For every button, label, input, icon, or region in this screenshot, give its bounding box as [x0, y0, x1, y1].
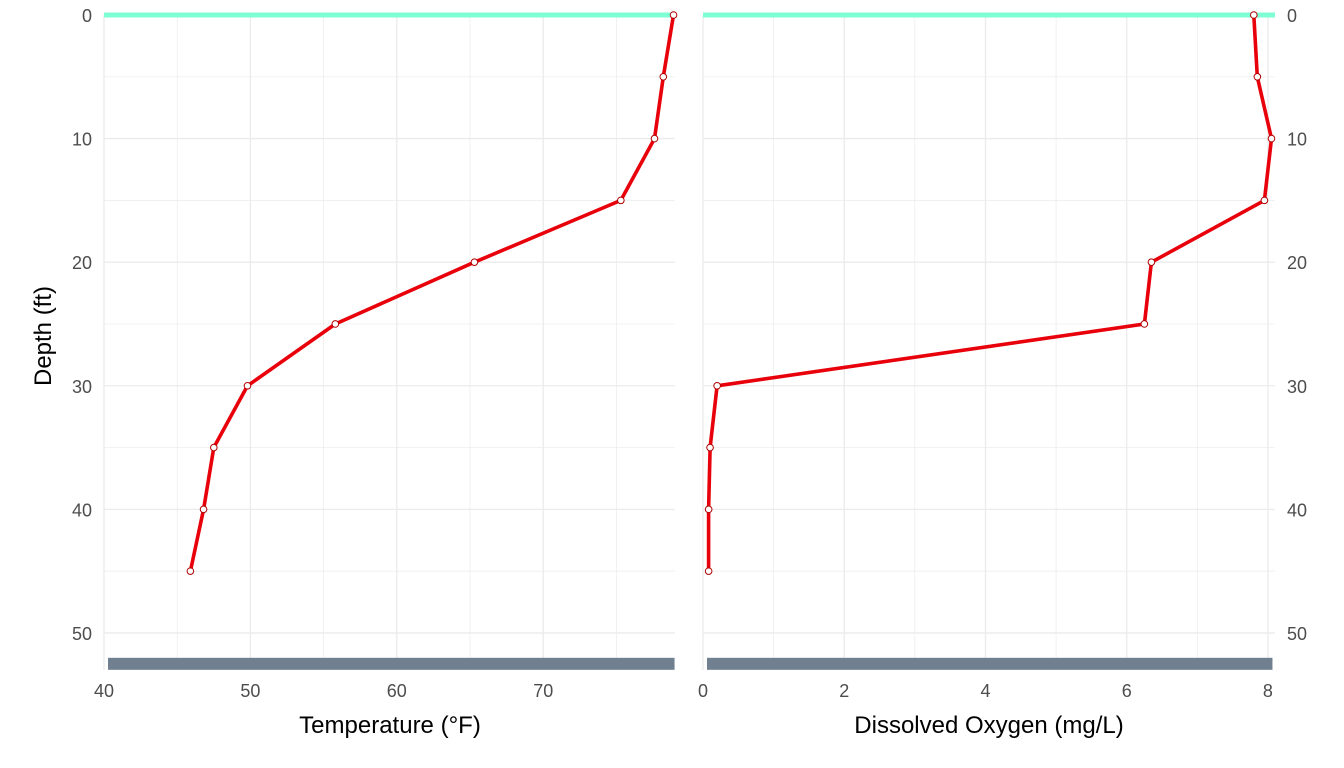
- y-tick-label: 20: [1287, 253, 1307, 273]
- data-point: [1260, 196, 1269, 205]
- x-tick-label: 50: [240, 681, 260, 701]
- y-axis-title: Depth (ft): [30, 286, 57, 386]
- data-point: [1147, 258, 1156, 266]
- y-tick-label: 30: [1287, 377, 1307, 397]
- lake-bottom-band: [108, 657, 675, 670]
- data-point: [470, 258, 479, 266]
- x-tick-label: 8: [1263, 681, 1273, 701]
- profile-line: [188, 13, 676, 573]
- x-tick-label: 70: [533, 681, 553, 701]
- data-point: [1140, 320, 1149, 328]
- data-point: [1253, 72, 1262, 81]
- data-point: [186, 567, 195, 575]
- y-tick-label: 10: [72, 130, 92, 150]
- oxygen-panel: 0 10 20 30 40 50 0 2 4 6 8: [698, 6, 1307, 701]
- data-point: [713, 381, 721, 390]
- data-point: [199, 505, 208, 514]
- y-tick-label: 0: [1287, 6, 1297, 26]
- data-point: [1250, 11, 1258, 19]
- y-tick-label: 30: [72, 377, 92, 397]
- y-tick-label: 40: [72, 500, 92, 520]
- data-point: [243, 381, 252, 390]
- y-tick-label: 20: [72, 253, 92, 273]
- x-tick-label: 2: [839, 681, 849, 701]
- y-tick-label: 50: [1287, 624, 1307, 644]
- x-axis-title-temperature: Temperature (°F): [299, 712, 481, 739]
- data-point: [331, 320, 340, 328]
- data-point: [669, 11, 678, 19]
- y-tick-label: 40: [1287, 500, 1307, 520]
- x-tick-label: 40: [94, 681, 114, 701]
- lake-bottom-band: [707, 657, 1273, 670]
- data-point: [650, 134, 659, 143]
- data-point: [659, 72, 668, 81]
- y-tick-label: 10: [1287, 130, 1307, 150]
- data-point: [706, 443, 714, 452]
- y-tick-label: 50: [72, 624, 92, 644]
- profile-line: [706, 13, 1274, 573]
- x-tick-label: 60: [387, 681, 407, 701]
- x-tick-label: 6: [1122, 681, 1132, 701]
- y-tick-label: 0: [82, 6, 92, 26]
- data-point: [617, 196, 625, 205]
- x-axis-title-dissolved-oxygen: Dissolved Oxygen (mg/L): [854, 712, 1123, 739]
- x-tick-label: 4: [980, 681, 990, 701]
- data-point: [704, 567, 713, 575]
- data-point: [1267, 134, 1276, 143]
- temperature-panel: 0 10 20 30 40 50 40 50 60 70: [72, 6, 678, 701]
- data-point: [210, 443, 218, 452]
- data-point: [704, 505, 713, 514]
- x-tick-label: 0: [698, 681, 708, 701]
